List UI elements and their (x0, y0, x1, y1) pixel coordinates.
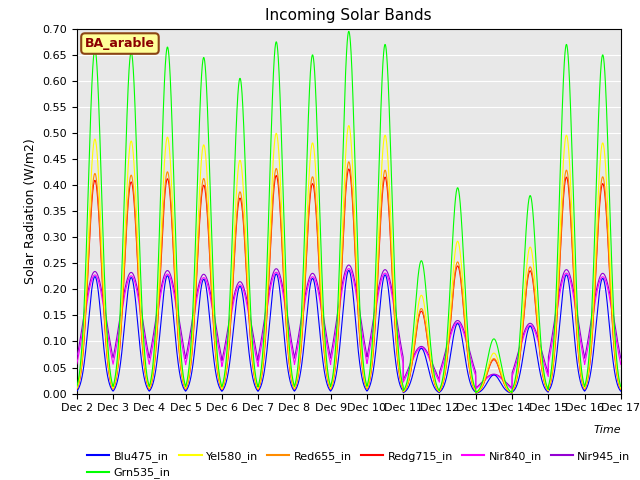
Yel580_in (472, 390, 479, 396)
Nir945_in (276, 274, 284, 279)
Grn535_in (617, 384, 625, 389)
Nir840_in (276, 278, 284, 284)
Blu475_in (615, 385, 623, 391)
Line: Red655_in: Red655_in (77, 162, 621, 393)
Y-axis label: Solar Radiation (W/m2): Solar Radiation (W/m2) (24, 138, 36, 284)
Red655_in (472, 390, 479, 396)
Nir945_in (617, 355, 625, 361)
Nir840_in (615, 353, 623, 359)
Redg715_in (617, 386, 625, 392)
Nir840_in (472, 386, 479, 392)
Yel580_in (276, 179, 284, 184)
Red655_in (615, 381, 623, 387)
Red655_in (424, 339, 431, 345)
Nir945_in (424, 350, 431, 356)
Title: Incoming Solar Bands: Incoming Solar Bands (266, 9, 432, 24)
Blu475_in (472, 390, 479, 396)
Nir945_in (472, 385, 479, 391)
Red655_in (617, 386, 625, 392)
Nir840_in (184, 353, 191, 359)
Redg715_in (615, 382, 623, 387)
Blu475_in (501, 386, 509, 392)
Blu475_in (184, 386, 191, 392)
Redg715_in (501, 383, 509, 389)
Grn535_in (424, 310, 431, 315)
Redg715_in (424, 341, 431, 347)
Grn535_in (184, 376, 191, 382)
Yel580_in (617, 385, 625, 391)
Red655_in (189, 333, 197, 338)
Nir840_in (189, 318, 197, 324)
Blu475_in (345, 267, 353, 273)
Nir840_in (345, 266, 353, 272)
Line: Nir945_in: Nir945_in (77, 265, 621, 388)
Nir840_in (424, 352, 431, 358)
Redg715_in (184, 382, 191, 387)
Red655_in (184, 381, 191, 387)
Line: Grn535_in: Grn535_in (77, 31, 621, 393)
Grn535_in (501, 379, 509, 384)
Grn535_in (615, 376, 623, 382)
Redg715_in (189, 335, 197, 340)
Red655_in (73, 386, 81, 392)
Legend: Blu475_in, Grn535_in, Yel580_in, Red655_in, Redg715_in, Nir840_in, Nir945_in: Blu475_in, Grn535_in, Yel580_in, Red655_… (83, 446, 635, 480)
Yel580_in (189, 324, 197, 329)
Grn535_in (472, 390, 479, 396)
Nir945_in (615, 346, 623, 352)
Red655_in (501, 383, 509, 389)
Nir840_in (73, 361, 81, 367)
Nir945_in (184, 346, 191, 352)
Grn535_in (73, 384, 81, 389)
Yel580_in (424, 331, 431, 336)
Grn535_in (345, 28, 353, 34)
Yel580_in (73, 385, 81, 391)
Blu475_in (189, 360, 197, 366)
Nir945_in (189, 312, 197, 318)
Yel580_in (615, 380, 623, 385)
Nir945_in (73, 355, 81, 360)
Nir840_in (501, 380, 509, 385)
Text: BA_arable: BA_arable (85, 37, 155, 50)
Line: Redg715_in: Redg715_in (77, 169, 621, 393)
Red655_in (345, 159, 353, 165)
Yel580_in (345, 123, 353, 129)
Grn535_in (189, 300, 197, 306)
Line: Yel580_in: Yel580_in (77, 126, 621, 393)
Line: Blu475_in: Blu475_in (77, 270, 621, 393)
Nir945_in (501, 379, 509, 384)
Nir840_in (617, 361, 625, 367)
Yel580_in (184, 380, 191, 385)
Text: Time: Time (593, 425, 621, 434)
Redg715_in (472, 390, 479, 396)
Line: Nir840_in: Nir840_in (77, 269, 621, 389)
Redg715_in (73, 386, 81, 392)
Nir945_in (345, 262, 353, 268)
Grn535_in (276, 104, 284, 110)
Red655_in (276, 207, 284, 213)
Redg715_in (345, 166, 353, 172)
Yel580_in (501, 382, 509, 387)
Redg715_in (276, 213, 284, 219)
Blu475_in (73, 388, 81, 394)
Blu475_in (617, 388, 625, 394)
Blu475_in (276, 293, 284, 299)
Blu475_in (424, 363, 431, 369)
